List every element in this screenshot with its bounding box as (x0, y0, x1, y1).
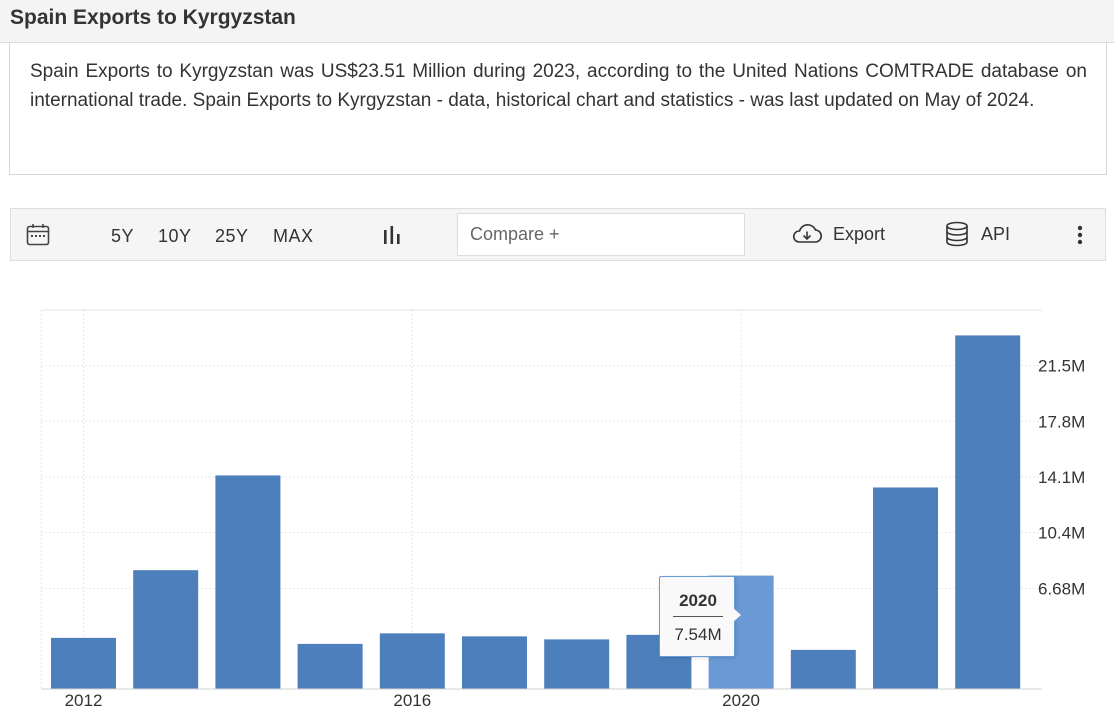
x-tick-label: 2016 (393, 691, 431, 710)
bar (462, 636, 527, 689)
range-10y-button[interactable]: 10Y (158, 226, 192, 246)
calendar-icon[interactable] (26, 223, 50, 247)
export-button[interactable]: Export (791, 223, 885, 245)
range-max-button[interactable]: MAX (273, 226, 314, 246)
title-bar: Spain Exports to Kyrgyzstan (0, 0, 1114, 43)
api-button[interactable]: API (945, 221, 1010, 248)
export-label: Export (833, 223, 886, 244)
bar-chart: 6.68M 10.4M 14.1M 17.8M 21.5M 2012 2016 2020 (40, 309, 1085, 710)
y-tick-label: 6.68M (1038, 580, 1085, 599)
bar (379, 633, 445, 689)
tooltip-divider (673, 616, 723, 617)
bar (215, 475, 281, 689)
cloud-download-icon (792, 224, 823, 243)
compare-input[interactable] (457, 213, 745, 256)
bar (51, 637, 116, 689)
x-tick-label: 2020 (722, 691, 760, 710)
bar (544, 639, 610, 689)
y-tick-label: 14.1M (1038, 468, 1085, 487)
x-tick-label: 2012 (65, 691, 103, 710)
bar (873, 487, 938, 689)
y-tick-label: 10.4M (1038, 524, 1085, 543)
tooltip-value: 7.54M (674, 625, 722, 644)
bar (297, 643, 363, 689)
range-5y-button[interactable]: 5Y (111, 226, 135, 246)
bar (133, 570, 199, 689)
description-box: Spain Exports to Kyrgyzstan was US$23.51… (9, 43, 1107, 175)
bar (790, 649, 856, 689)
tooltip-year: 2020 (679, 591, 717, 610)
bar (955, 335, 1021, 689)
bar-chart-icon[interactable] (381, 224, 403, 246)
more-vertical-icon[interactable] (1073, 223, 1087, 247)
y-tick-label: 21.5M (1038, 357, 1085, 376)
chart-toolbar: 5Y 10Y 25Y MAX Export API (10, 208, 1106, 261)
page-title: Spain Exports to Kyrgyzstan (10, 6, 296, 29)
chart-tooltip: 2020 7.54M (659, 576, 743, 657)
y-tick-label: 17.8M (1038, 412, 1085, 431)
database-icon (946, 221, 968, 247)
description-text: Spain Exports to Kyrgyzstan was US$23.51… (30, 61, 1087, 111)
api-label: API (981, 224, 1011, 244)
range-25y-button[interactable]: 25Y (215, 226, 249, 246)
